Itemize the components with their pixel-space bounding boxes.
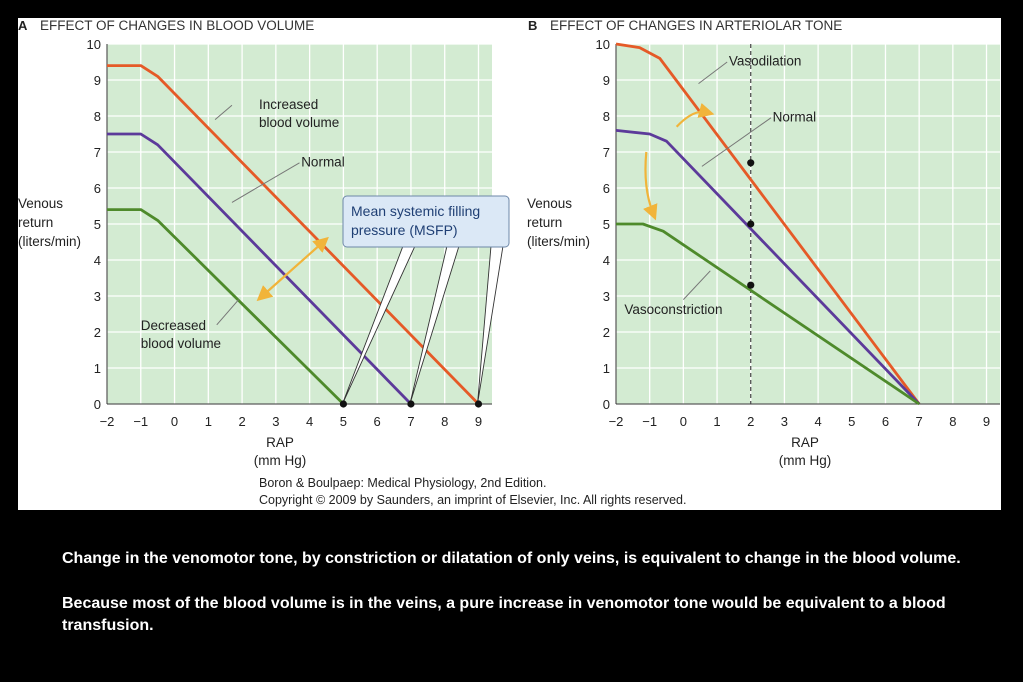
panel-b-x-tick-label: 4 bbox=[814, 414, 821, 429]
panel-a-title: EFFECT OF CHANGES IN BLOOD VOLUME bbox=[40, 18, 314, 33]
panel-a-x-tick-label: 7 bbox=[407, 414, 414, 429]
panel-b-chart: B EFFECT OF CHANGES IN ARTERIOLAR TONE −2 −… bbox=[527, 18, 1000, 468]
panel-a-x-tick-label: 9 bbox=[475, 414, 482, 429]
panel-a-y-axis-label: (liters/min) bbox=[18, 234, 81, 249]
panel-a-y-tick-label: 8 bbox=[94, 109, 101, 124]
panel-b-arrow-down bbox=[643, 151, 658, 221]
panel-a-label-decreased: blood volume bbox=[141, 336, 221, 351]
panel-a-shift-arrow bbox=[256, 236, 329, 302]
panel-a-y-tick-label: 1 bbox=[94, 361, 101, 376]
panel-b-label-vasodilation: Vasodilation bbox=[729, 54, 802, 69]
panel-a-msfp-point bbox=[474, 400, 483, 408]
panel-b-x-tick-label: 8 bbox=[949, 414, 956, 429]
panel-b-x-tick-label: 9 bbox=[983, 414, 990, 429]
panel-b-label-vasoconstriction: Vasoconstriction bbox=[624, 302, 722, 317]
panel-b-data-point bbox=[747, 281, 755, 289]
panel-b-y-tick-label: 3 bbox=[603, 289, 610, 304]
panel-a-x-tick-label: 4 bbox=[306, 414, 313, 429]
citation-line-1: Boron & Boulpaep: Medical Physiology, 2n… bbox=[259, 476, 546, 490]
panel-b-y-tick-label: 0 bbox=[603, 397, 610, 412]
panel-b-y-tick-label: 9 bbox=[603, 73, 610, 88]
panel-b-x-axis-label: (mm Hg) bbox=[779, 453, 832, 468]
panel-a-msfp-point bbox=[407, 400, 415, 408]
panel-b-x-tick-label: 3 bbox=[781, 414, 788, 429]
panel-b-x-tick-label: 0 bbox=[680, 414, 687, 429]
figure-svg: A EFFECT OF CHANGES IN BLOOD VOLUME −2 −1 0 1… bbox=[18, 18, 1000, 507]
panel-b-x-tick-label: 5 bbox=[848, 414, 855, 429]
panel-b-y-tick-label: 10 bbox=[596, 37, 610, 52]
panel-a-y-tick-label: 5 bbox=[94, 217, 101, 232]
panel-b-leader-normal bbox=[701, 117, 772, 167]
panel-b-y-tick-label: 4 bbox=[603, 253, 610, 268]
caption-line-1: Change in the venomotor tone, by constri… bbox=[62, 550, 961, 567]
panel-b-y-axis-label: (liters/min) bbox=[527, 234, 590, 249]
panel-a-y-tick-label: 10 bbox=[87, 37, 101, 52]
panel-a-y-tick-label: 6 bbox=[94, 181, 101, 196]
panel-a-y-tick-label: 4 bbox=[94, 253, 101, 268]
panel-b-data-point bbox=[747, 220, 755, 228]
panel-b-y-tick-label: 5 bbox=[603, 217, 610, 232]
panel-a-y-tick-label: 3 bbox=[94, 289, 101, 304]
panel-b-arrow-up bbox=[675, 102, 715, 128]
panel-a-x-axis-label: (mm Hg) bbox=[254, 453, 307, 468]
panel-b-letter: B bbox=[528, 18, 537, 33]
panel-b-x-axis-label: RAP bbox=[791, 435, 819, 450]
panel-b-x-tick-label: −1 bbox=[642, 414, 657, 429]
panel-a-chart: A EFFECT OF CHANGES IN BLOOD VOLUME −2 −1 0 1… bbox=[18, 18, 510, 468]
panel-a-msfp-label: Mean systemic filling bbox=[351, 203, 480, 219]
panel-a-msfp-point bbox=[339, 400, 348, 408]
panel-a-label-increased: blood volume bbox=[259, 115, 339, 130]
panel-a-x-tick-label: 2 bbox=[238, 414, 245, 429]
panel-b-y-tick-label: 8 bbox=[603, 109, 610, 124]
panel-a-label-increased: Increased bbox=[259, 97, 318, 112]
panel-a-label-decreased: Decreased bbox=[141, 318, 206, 333]
panel-a-msfp-box bbox=[342, 195, 510, 248]
panel-b-y-tick-label: 7 bbox=[603, 145, 610, 160]
panel-a-x-tick-label: 6 bbox=[374, 414, 381, 429]
panel-a-y-axis-label: return bbox=[18, 215, 53, 230]
panel-a-leader-normal bbox=[231, 162, 300, 203]
panel-a-x-tick-label: 5 bbox=[340, 414, 347, 429]
panel-a-x-tick-label: −2 bbox=[100, 414, 115, 429]
panel-b-label-normal: Normal bbox=[773, 109, 817, 124]
panel-a-y-tick-label: 9 bbox=[94, 73, 101, 88]
panel-b-x-tick-label: 6 bbox=[882, 414, 889, 429]
panel-b-leader-vasodilation bbox=[698, 61, 728, 84]
panel-b-x-tick-label: 7 bbox=[916, 414, 923, 429]
panel-a-letter: A bbox=[18, 18, 28, 33]
panel-b-data-point bbox=[747, 159, 755, 167]
panel-a-series-decreased-blood-volume bbox=[107, 208, 345, 405]
panel-b-y-axis-label: return bbox=[527, 215, 562, 230]
panel-a-x-tick-label: 8 bbox=[441, 414, 448, 429]
panel-a-y-tick-label: 0 bbox=[94, 397, 101, 412]
citation: Boron & Boulpaep: Medical Physiology, 2n… bbox=[259, 476, 686, 507]
panel-a-y-axis-label: Venous bbox=[18, 196, 63, 211]
panel-a-y-tick-label: 2 bbox=[94, 325, 101, 340]
panel-a-x-axis-label: RAP bbox=[266, 435, 294, 450]
panel-b-series-vasodilation bbox=[615, 42, 921, 405]
panel-b-x-tick-label: −2 bbox=[609, 414, 624, 429]
panel-a-x-tick-label: 1 bbox=[205, 414, 212, 429]
panel-a-x-tick-label: 0 bbox=[171, 414, 178, 429]
panel-a-leader-decreased bbox=[216, 299, 240, 326]
panel-b-leader-vasoconstriction bbox=[683, 270, 711, 300]
panel-b-x-tick-label: 2 bbox=[747, 414, 754, 429]
panel-a-leader-increased bbox=[214, 104, 233, 120]
panel-a-x-tick-label: 3 bbox=[272, 414, 279, 429]
panel-b-y-tick-label: 1 bbox=[603, 361, 610, 376]
panel-b-y-tick-label: 2 bbox=[603, 325, 610, 340]
caption-line-2: Because most of the blood volume is in t… bbox=[62, 595, 946, 634]
panel-a-label-normal: Normal bbox=[301, 154, 345, 169]
panel-a-x-tick-label: −1 bbox=[133, 414, 148, 429]
panel-b-x-tick-label: 1 bbox=[713, 414, 720, 429]
panel-b-title: EFFECT OF CHANGES IN ARTERIOLAR TONE bbox=[550, 18, 842, 33]
panel-b-y-axis-label: Venous bbox=[527, 196, 572, 211]
panel-b-y-tick-label: 6 bbox=[603, 181, 610, 196]
figure-panel: A EFFECT OF CHANGES IN BLOOD VOLUME −2 −1 0 1… bbox=[18, 18, 1001, 510]
panel-a-msfp-label: pressure (MSFP) bbox=[351, 222, 458, 238]
panel-a-y-tick-label: 7 bbox=[94, 145, 101, 160]
panel-b-series-vasoconstriction bbox=[616, 222, 920, 406]
citation-line-2: Copyright © 2009 by Saunders, an imprint… bbox=[259, 493, 686, 507]
panel-b-series-normal bbox=[615, 129, 921, 405]
